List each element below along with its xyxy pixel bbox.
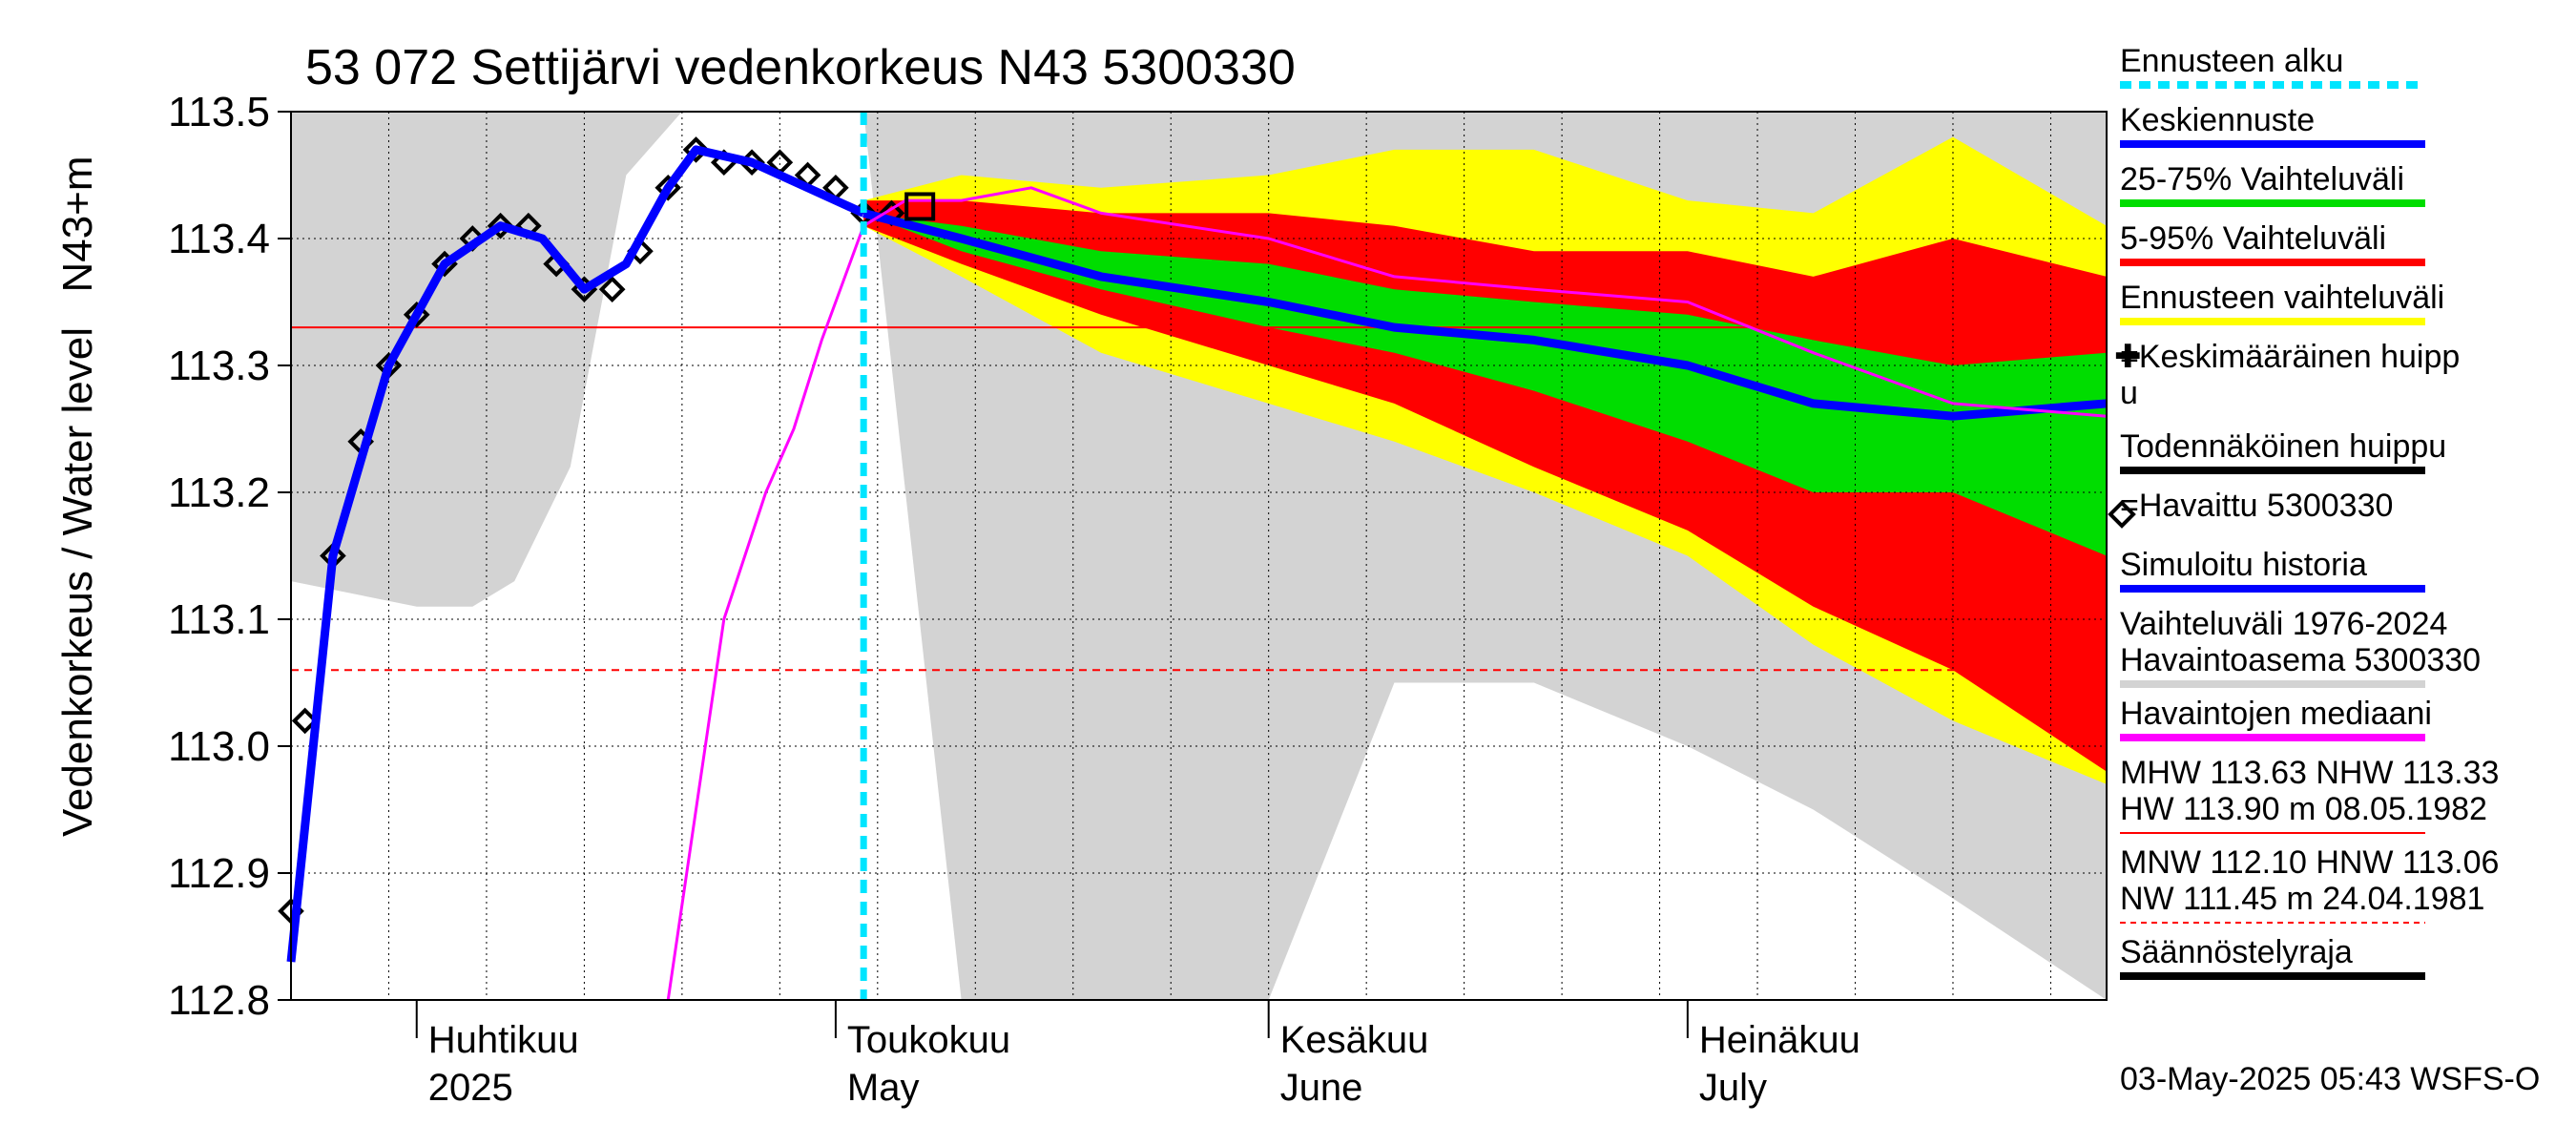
legend-label-8: Simuloitu historia — [2120, 547, 2367, 583]
legend-label-10: Havaintojen mediaani — [2120, 696, 2432, 732]
legend-diamond-icon — [2108, 500, 2136, 529]
observed-point — [598, 276, 626, 303]
legend-cross-icon: ✚ — [2114, 339, 2142, 375]
x-month-label-fi: Heinäkuu — [1699, 1019, 1860, 1061]
observed-point — [403, 301, 430, 328]
y-tick-label: 113.0 — [168, 723, 270, 770]
x-month-label-fi: Huhtikuu — [428, 1019, 579, 1061]
footer-timestamp: 03-May-2025 05:43 WSFS-O — [2120, 1061, 2540, 1097]
legend-label-0: Ennusteen alku — [2120, 43, 2343, 79]
y-tick-label: 112.9 — [168, 850, 270, 897]
legend-label-13: Säännöstelyraja — [2120, 934, 2353, 970]
y-tick-label: 113.1 — [168, 596, 270, 643]
x-month-label-fi: Toukokuu — [847, 1019, 1010, 1061]
legend-label-2: 25-75% Vaihteluväli — [2120, 161, 2404, 198]
x-month-label-en: June — [1280, 1067, 1363, 1109]
y-tick-label: 113.4 — [168, 216, 270, 262]
legend: Ennusteen alku Keskiennuste 25-75% Vaihtel… — [2108, 43, 2499, 980]
y-axis-label: Vedenkorkeus / Water level — [54, 327, 101, 837]
y-tick-label: 112.8 — [168, 977, 270, 1024]
y-axis-unit: N43+m — [54, 156, 101, 292]
x-month-label-en: May — [847, 1067, 920, 1109]
legend-label-12: MNW 112.10 HNW 113.06 — [2120, 844, 2499, 881]
legend-label-9: Vaihteluväli 1976-2024 — [2120, 606, 2447, 642]
forecast-band-2 — [863, 213, 2107, 556]
x-month-label-en: July — [1699, 1067, 1767, 1109]
legend-label-3: 5-95% Vaihteluväli — [2120, 220, 2386, 257]
legend-label-4: Ennusteen vaihteluväli — [2120, 280, 2444, 316]
forecast-start-marker — [904, 192, 936, 221]
x-month-label-fi: Kesäkuu — [1280, 1019, 1429, 1061]
observed-point — [487, 212, 514, 239]
y-tick-label: 113.3 — [168, 343, 270, 389]
legend-label2-9: Havaintoasema 5300330 — [2120, 642, 2481, 678]
legend-label-1: Keskiennuste — [2120, 102, 2315, 138]
series-line-2 — [862, 209, 2108, 421]
series-line-1 — [286, 145, 866, 963]
legend-label-5: =Keskimääräinen huipp — [2120, 339, 2460, 375]
series-line-3 — [666, 186, 2108, 1001]
legend-label2-11: HW 113.90 m 08.05.1982 — [2120, 791, 2487, 827]
legend-label-11: MHW 113.63 NHW 113.33 — [2120, 755, 2499, 791]
plot-area: 112.8 112.9 113.0 113.1 113.2 113.3 113.4 113.5… — [168, 89, 2108, 1109]
legend-label2-12: NW 111.45 m 24.04.1981 — [2120, 881, 2484, 917]
legend-label-7: =Havaittu 5300330 — [2120, 488, 2393, 524]
x-month-label-en: 2025 — [428, 1067, 513, 1109]
observed-point — [682, 136, 710, 163]
plot-frame — [290, 111, 2108, 1001]
y-tick-label: 113.5 — [168, 89, 270, 135]
legend-label2-5: u — [2120, 375, 2138, 411]
y-tick-label: 113.2 — [168, 469, 270, 516]
legend-label-6: Todennäköinen huippu — [2120, 428, 2446, 465]
chart-title: 53 072 Settijärvi vedenkorkeus N43 53003… — [305, 40, 1296, 95]
